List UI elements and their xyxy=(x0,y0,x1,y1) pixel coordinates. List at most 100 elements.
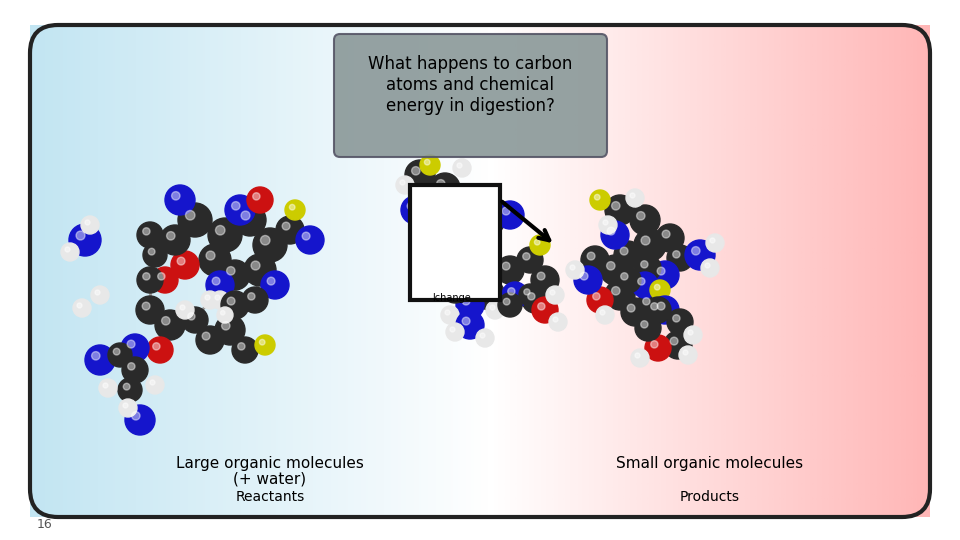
Circle shape xyxy=(259,340,265,345)
Circle shape xyxy=(121,334,149,362)
Text: (+ water): (+ water) xyxy=(233,472,306,487)
Circle shape xyxy=(437,242,445,250)
Circle shape xyxy=(664,331,692,359)
Circle shape xyxy=(445,310,450,315)
Circle shape xyxy=(396,176,414,194)
Circle shape xyxy=(627,304,635,312)
Circle shape xyxy=(691,247,700,255)
Circle shape xyxy=(701,259,719,277)
Circle shape xyxy=(77,303,82,308)
Circle shape xyxy=(108,343,132,367)
Circle shape xyxy=(222,322,230,330)
Circle shape xyxy=(496,256,524,284)
Circle shape xyxy=(502,207,510,215)
Circle shape xyxy=(150,380,155,385)
Circle shape xyxy=(684,326,702,344)
Circle shape xyxy=(421,211,449,239)
Circle shape xyxy=(172,192,180,200)
Circle shape xyxy=(215,315,245,345)
Circle shape xyxy=(468,192,475,200)
Circle shape xyxy=(113,348,120,355)
Circle shape xyxy=(212,277,220,285)
Circle shape xyxy=(641,236,650,245)
Circle shape xyxy=(217,307,233,323)
Circle shape xyxy=(208,218,242,252)
Circle shape xyxy=(480,333,485,338)
Circle shape xyxy=(176,301,194,319)
Circle shape xyxy=(482,212,490,220)
Circle shape xyxy=(228,297,235,305)
Circle shape xyxy=(630,193,635,198)
Circle shape xyxy=(519,284,541,306)
Circle shape xyxy=(607,261,615,270)
Circle shape xyxy=(462,317,470,325)
Circle shape xyxy=(662,230,670,238)
Circle shape xyxy=(476,329,494,347)
Circle shape xyxy=(462,297,470,305)
Circle shape xyxy=(471,237,480,245)
Circle shape xyxy=(225,195,255,225)
Circle shape xyxy=(91,352,100,360)
Text: Small organic molecules: Small organic molecules xyxy=(616,456,804,471)
Circle shape xyxy=(431,236,459,264)
Circle shape xyxy=(137,222,163,248)
Circle shape xyxy=(242,287,268,313)
Circle shape xyxy=(244,254,276,286)
Circle shape xyxy=(621,273,628,280)
Circle shape xyxy=(146,376,164,394)
Circle shape xyxy=(475,205,505,235)
Circle shape xyxy=(143,228,150,235)
Text: Products: Products xyxy=(680,490,740,504)
Circle shape xyxy=(635,255,661,281)
Circle shape xyxy=(530,235,550,255)
Circle shape xyxy=(215,226,225,235)
Circle shape xyxy=(640,321,648,328)
Circle shape xyxy=(603,220,608,225)
Circle shape xyxy=(450,327,455,332)
Circle shape xyxy=(148,248,155,255)
Circle shape xyxy=(549,313,567,331)
Circle shape xyxy=(508,288,515,295)
Circle shape xyxy=(490,305,495,310)
Circle shape xyxy=(430,173,460,203)
Circle shape xyxy=(580,272,588,280)
Circle shape xyxy=(76,231,85,240)
Circle shape xyxy=(522,287,548,313)
Circle shape xyxy=(651,261,679,289)
Circle shape xyxy=(118,378,142,402)
Circle shape xyxy=(61,243,79,261)
Bar xyxy=(410,185,500,300)
Circle shape xyxy=(252,193,260,200)
Circle shape xyxy=(667,309,693,335)
Circle shape xyxy=(658,267,665,275)
Circle shape xyxy=(152,267,178,293)
Circle shape xyxy=(457,163,462,168)
Circle shape xyxy=(125,405,155,435)
Circle shape xyxy=(651,341,658,348)
Circle shape xyxy=(658,302,665,310)
Circle shape xyxy=(502,262,510,270)
Circle shape xyxy=(605,195,635,225)
Circle shape xyxy=(566,261,584,279)
Circle shape xyxy=(171,251,199,279)
Circle shape xyxy=(69,224,101,256)
Circle shape xyxy=(282,222,290,230)
Circle shape xyxy=(531,266,559,294)
Circle shape xyxy=(636,212,645,220)
Circle shape xyxy=(645,297,671,323)
Circle shape xyxy=(136,296,164,324)
Circle shape xyxy=(441,306,459,324)
Circle shape xyxy=(596,306,614,324)
Circle shape xyxy=(241,211,250,220)
Circle shape xyxy=(588,252,595,260)
Circle shape xyxy=(401,196,429,224)
Circle shape xyxy=(635,315,661,341)
Circle shape xyxy=(227,267,235,275)
Circle shape xyxy=(203,332,210,340)
Circle shape xyxy=(553,317,558,322)
Circle shape xyxy=(621,298,649,326)
Circle shape xyxy=(119,399,137,417)
Circle shape xyxy=(155,310,185,340)
Text: lchange: lchange xyxy=(432,293,470,303)
Circle shape xyxy=(199,244,231,276)
